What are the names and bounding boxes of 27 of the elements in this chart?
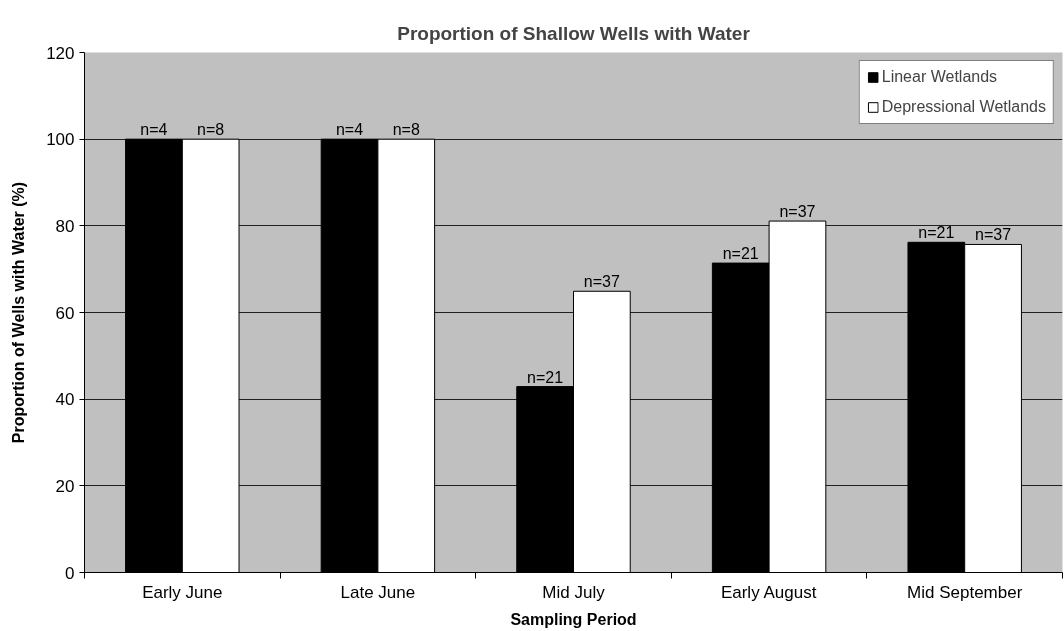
annotation: n=4 bbox=[140, 121, 168, 139]
annotation: n=37 bbox=[583, 273, 620, 291]
y-tick-label: 40 bbox=[55, 390, 75, 410]
annotation: n=8 bbox=[197, 121, 225, 139]
x-tick-label: Mid July bbox=[542, 582, 606, 602]
y-tick-label: 0 bbox=[65, 563, 75, 583]
legend-label: Depressional Wetlands bbox=[881, 98, 1046, 116]
annotation: n=21 bbox=[722, 245, 759, 263]
y-axis-title: Proportion of Wells with Water (%) bbox=[10, 181, 28, 444]
y-tick-label: 120 bbox=[46, 43, 75, 63]
y-tick-label: 80 bbox=[55, 216, 75, 236]
legend-label: Linear Wetlands bbox=[881, 68, 998, 86]
chart-title: Proportion of Shallow Wells with Water bbox=[397, 22, 751, 44]
y-tick-label: 100 bbox=[46, 130, 75, 150]
x-tick-label: Early August bbox=[720, 582, 817, 602]
x-axis-title: Sampling Period bbox=[510, 610, 637, 628]
y-tick-label: 20 bbox=[55, 476, 75, 496]
annotation: n=37 bbox=[975, 226, 1012, 244]
y-tick-label: 60 bbox=[55, 303, 75, 323]
x-tick-label: Early June bbox=[142, 582, 223, 602]
x-tick-label: Mid September bbox=[907, 582, 1023, 602]
annotation: n=8 bbox=[392, 121, 420, 139]
annotation: n=4 bbox=[335, 121, 364, 139]
annotation: n=37 bbox=[779, 203, 816, 221]
annotation: n=21 bbox=[918, 224, 955, 242]
x-tick-label: Late June bbox=[340, 582, 416, 602]
annotation: n=21 bbox=[527, 368, 564, 386]
